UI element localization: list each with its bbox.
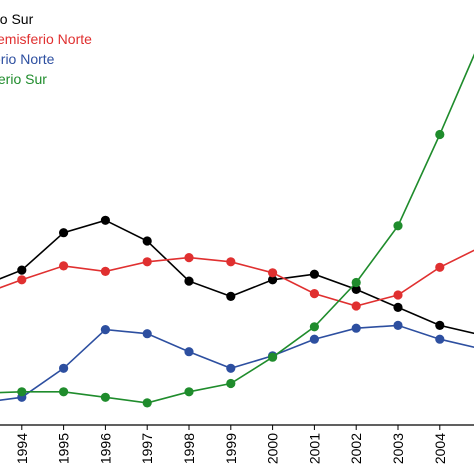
series-layer [0,53,474,408]
series-3-line [0,53,474,404]
x-axis: 1994 1995 1996 1997 1998 1999 2000 2001 2002 2003… [0,424,474,464]
series-2-point-1998 [184,347,194,357]
legend-entry-0: rio Sur [0,11,34,27]
series-1-point-2001 [309,289,319,299]
series-2-point-2004 [435,334,445,344]
series-0-point-1994 [17,265,27,275]
series-2-point-1999 [226,363,236,373]
series-1-point-2002 [351,301,361,311]
series-3-point-1998 [184,387,194,397]
series-3-point-2002 [351,277,361,288]
series-3-point-2004 [435,129,445,140]
x-tick-label-2000: 2000 [265,433,281,464]
series-1-point-1994 [17,275,27,285]
series-3 [0,53,474,408]
x-tick-label-1996: 1996 [97,433,113,464]
series-0-point-2000 [268,275,278,285]
series-0-point-2002 [351,284,361,294]
series-1-point-1998 [184,253,194,263]
series-1 [0,249,474,311]
series-1-point-2003 [393,290,403,300]
series-0-point-2003 [393,302,403,312]
series-2-point-2002 [351,323,361,333]
series-3-point-2000 [268,352,278,362]
x-tick-label-2001: 2001 [306,433,322,464]
x-tick-label-1998: 1998 [181,433,197,464]
series-1-point-1996 [100,266,110,276]
legend-entry-1: emisferio Norte [0,31,92,47]
series-2 [0,320,474,402]
x-tick-label-1997: 1997 [139,433,155,464]
x-tick-label-2002: 2002 [348,433,364,464]
series-3-point-1994 [17,387,27,397]
series-0-point-1996 [100,215,110,225]
series-3-point-2003 [393,221,403,231]
series-3-point-1995 [59,387,69,397]
series-0-point-2004 [435,320,445,330]
series-0-point-1999 [226,291,236,301]
series-0-point-1997 [142,236,152,246]
x-tick-label-1999: 1999 [223,433,239,464]
series-2-point-1995 [59,363,69,373]
series-0-point-2001 [309,269,319,279]
series-2-point-2001 [309,334,319,344]
series-1-point-1999 [226,257,236,267]
legend: rio Sur emisferio Norte erio Norte ferio Su… [0,11,92,87]
series-3-point-1999 [226,378,236,389]
series-1-line [0,249,474,307]
series-2-point-1997 [142,329,152,339]
series-1-point-2004 [435,262,445,272]
x-tick-label-2003: 2003 [390,433,406,464]
series-2-point-1996 [100,325,110,335]
x-tick-label-2004: 2004 [432,433,448,464]
series-3-point-1997 [142,398,152,408]
series-0-point-1995 [59,228,69,238]
x-tick-label-1994: 1994 [14,433,30,464]
series-0-point-1998 [184,276,194,286]
series-1-point-2000 [268,268,278,278]
series-2-line [0,324,474,402]
series-0 [0,215,474,335]
legend-entry-2: erio Norte [0,51,55,67]
series-0-line [0,219,474,335]
series-1-point-1997 [142,257,152,267]
series-3-point-1996 [100,392,110,402]
legend-entry-3: ferio Sur [0,71,47,87]
series-2-point-2003 [393,320,403,330]
x-tick-label-1995: 1995 [56,433,72,464]
series-1-point-1995 [59,261,69,271]
series-3-point-2001 [309,322,319,332]
